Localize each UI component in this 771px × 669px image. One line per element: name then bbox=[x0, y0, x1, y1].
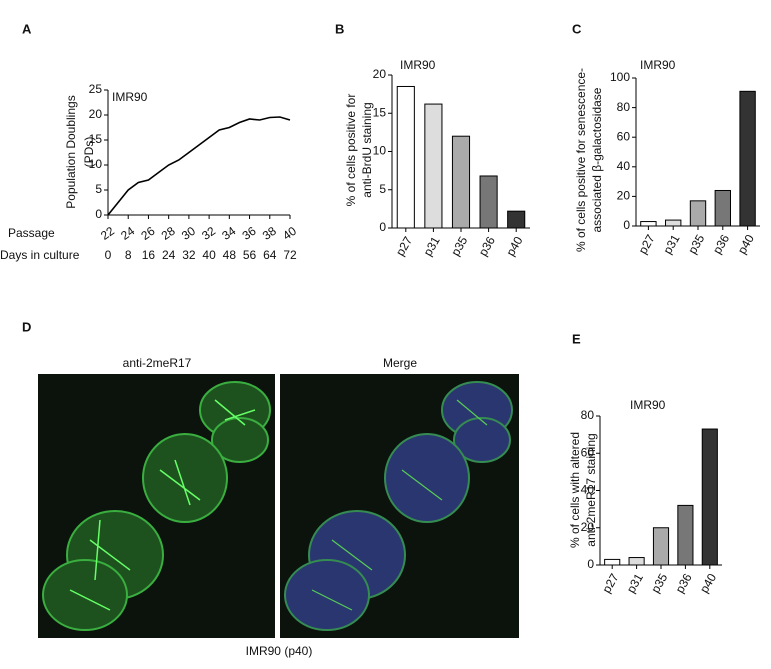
x2-tick-label: 56 bbox=[243, 248, 257, 262]
data-line bbox=[107, 116, 291, 216]
y-tick-label: 15 bbox=[89, 132, 103, 146]
x-tick-label: p36 bbox=[673, 571, 695, 596]
y-axis-label: Population Doublings bbox=[64, 95, 78, 208]
x2-tick-label: 72 bbox=[283, 248, 297, 262]
y-tick-label: 40 bbox=[581, 483, 595, 497]
chart-title: IMR90 bbox=[112, 90, 148, 104]
x-tick-label: p35 bbox=[685, 232, 707, 257]
bar bbox=[424, 103, 443, 229]
y-tick-label: 15 bbox=[373, 105, 387, 119]
x2-tick-label: 24 bbox=[162, 248, 176, 262]
x-tick-label: 34 bbox=[219, 224, 238, 243]
bar bbox=[701, 428, 718, 566]
chart-title: IMR90 bbox=[630, 398, 666, 412]
y-tick-label: 20 bbox=[581, 520, 595, 534]
x-tick-label: 40 bbox=[280, 224, 299, 243]
y-tick-label: 60 bbox=[581, 445, 595, 459]
y-tick-label: 20 bbox=[89, 107, 103, 121]
panel-label: C bbox=[572, 21, 582, 36]
y-tick-label: 80 bbox=[617, 100, 631, 114]
x2-tick-label: 48 bbox=[223, 248, 237, 262]
x2-tick-label: 8 bbox=[125, 248, 132, 262]
x-tick-label: 30 bbox=[179, 224, 198, 243]
bar bbox=[677, 504, 694, 566]
bar bbox=[604, 558, 621, 566]
x-tick-label: p35 bbox=[648, 571, 670, 596]
chart-title: IMR90 bbox=[400, 58, 436, 72]
y-tick-label: 0 bbox=[379, 220, 386, 234]
y-axis-label: anti-BrdU staining bbox=[360, 102, 374, 197]
x-tick-label: 32 bbox=[199, 224, 218, 243]
x-tick-label: 38 bbox=[260, 224, 279, 243]
bar bbox=[640, 221, 657, 227]
y-axis-label: associated β-galactosidase bbox=[590, 87, 604, 232]
y-tick-label: 60 bbox=[617, 129, 631, 143]
x-tick-label: 24 bbox=[118, 224, 137, 243]
x-tick-label: p36 bbox=[710, 232, 732, 257]
bar bbox=[507, 210, 526, 229]
x2-tick-label: 32 bbox=[182, 248, 196, 262]
y-tick-label: 0 bbox=[95, 207, 102, 221]
y-tick-label: 5 bbox=[379, 182, 386, 196]
x-tick-label: p36 bbox=[476, 234, 498, 259]
y-axis-label: anti-2meR17 staining bbox=[584, 433, 598, 546]
x-tick-label: 28 bbox=[159, 224, 178, 243]
micrograph-green bbox=[38, 374, 275, 638]
bar bbox=[652, 527, 670, 566]
x2-axis-label: Days in culture bbox=[0, 248, 80, 262]
bar bbox=[628, 557, 645, 566]
x-axis-label: Passage bbox=[8, 226, 55, 240]
y-tick-label: 100 bbox=[610, 70, 630, 84]
y-tick-label: 20 bbox=[617, 189, 631, 203]
x-tick-label: p27 bbox=[636, 232, 658, 257]
y-tick-label: 10 bbox=[373, 144, 387, 158]
x-tick-label: 22 bbox=[98, 224, 117, 243]
x-tick-label: 36 bbox=[240, 224, 259, 243]
bar bbox=[396, 85, 415, 229]
y-tick-label: 0 bbox=[623, 218, 630, 232]
y-axis-label: (PDs) bbox=[82, 137, 96, 168]
micrograph-merge bbox=[280, 374, 519, 638]
panel-label: B bbox=[335, 21, 344, 36]
x2-tick-label: 64 bbox=[263, 248, 277, 262]
y-tick-label: 25 bbox=[89, 82, 103, 96]
bar bbox=[714, 189, 731, 227]
x-tick-label: p40 bbox=[503, 234, 525, 259]
y-tick-label: 10 bbox=[89, 157, 103, 171]
x-tick-label: p27 bbox=[599, 571, 621, 596]
image-label: anti-2meR17 bbox=[123, 356, 192, 370]
bar bbox=[451, 135, 471, 229]
y-tick-label: 20 bbox=[373, 67, 387, 81]
bar bbox=[739, 90, 756, 227]
image-label: Merge bbox=[383, 356, 417, 370]
x-tick-label: p40 bbox=[697, 571, 719, 596]
bar bbox=[689, 200, 707, 227]
x-tick-label: p31 bbox=[624, 571, 646, 596]
y-tick-label: 5 bbox=[95, 182, 102, 196]
bar bbox=[665, 219, 682, 227]
y-axis-label: % of cells positive for bbox=[344, 94, 358, 207]
x-tick-label: 26 bbox=[138, 224, 157, 243]
image-caption: IMR90 (p40) bbox=[246, 644, 313, 658]
x-tick-label: p31 bbox=[660, 232, 682, 257]
x2-tick-label: 40 bbox=[202, 248, 216, 262]
x-tick-label: p40 bbox=[735, 232, 757, 257]
x2-tick-label: 16 bbox=[142, 248, 156, 262]
y-tick-label: 40 bbox=[617, 159, 631, 173]
panel-label: E bbox=[572, 331, 581, 346]
y-tick-label: 0 bbox=[587, 557, 594, 571]
chart-title: IMR90 bbox=[640, 58, 676, 72]
x2-tick-label: 0 bbox=[105, 248, 112, 262]
panel-label: D bbox=[22, 319, 31, 334]
x-tick-label: p35 bbox=[448, 234, 470, 259]
x-tick-label: p27 bbox=[393, 234, 415, 259]
y-tick-label: 80 bbox=[581, 408, 595, 422]
x-tick-label: p31 bbox=[421, 234, 443, 259]
panel-label: A bbox=[22, 21, 32, 36]
y-axis-label: % of cells with altered bbox=[568, 432, 582, 548]
bar bbox=[479, 175, 498, 229]
y-axis-label: % of cells positive for senescence- bbox=[574, 68, 588, 252]
